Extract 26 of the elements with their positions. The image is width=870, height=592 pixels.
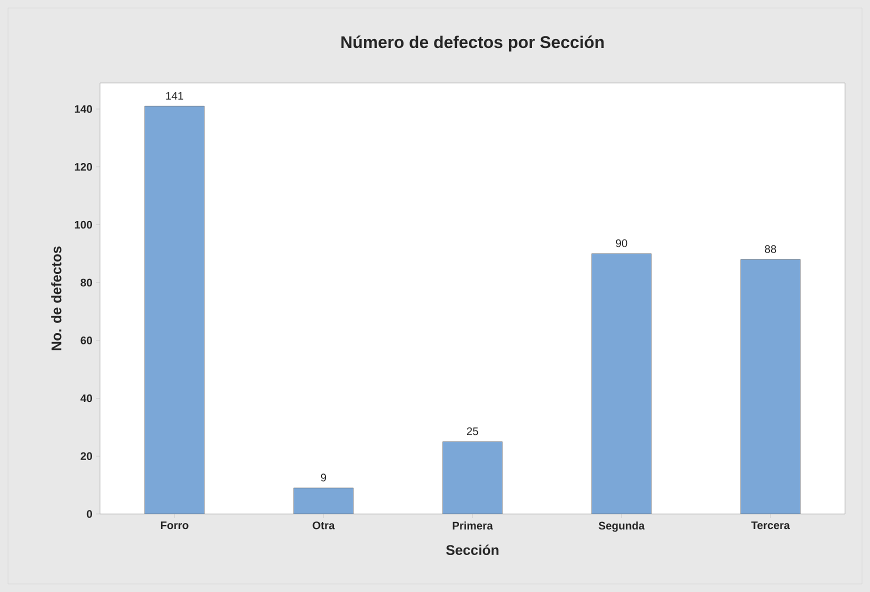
y-tick-label: 100 [74,220,92,229]
bar [592,253,652,514]
x-axis-title: Sección [446,544,498,555]
y-tick-label: 140 [74,105,92,113]
x-tick-label: Forro [160,522,188,530]
y-tick-label: 0 [86,510,92,518]
x-tick-label: Segunda [598,522,645,532]
y-tick-label: 20 [80,452,92,460]
data-label: 90 [616,239,628,248]
chart-title: Número de defectos por Sección [341,36,604,52]
data-label: 9 [320,474,326,482]
bar [442,441,503,514]
x-tick-label: Otra [312,522,335,530]
x-tick-label: Primera [452,522,493,530]
y-tick-label: 120 [74,163,92,171]
data-label: 25 [466,427,478,436]
bar [294,488,354,514]
y-tick-label: 80 [80,278,92,286]
x-tick-label: Tercera [751,522,790,530]
y-tick-label: 40 [80,394,92,402]
bar [740,259,801,514]
data-label: 141 [166,92,184,100]
y-axis-title: No. de defectos [51,246,62,350]
y-tick-label: 60 [80,336,92,344]
bar [144,106,205,514]
data-label: 88 [764,245,776,253]
